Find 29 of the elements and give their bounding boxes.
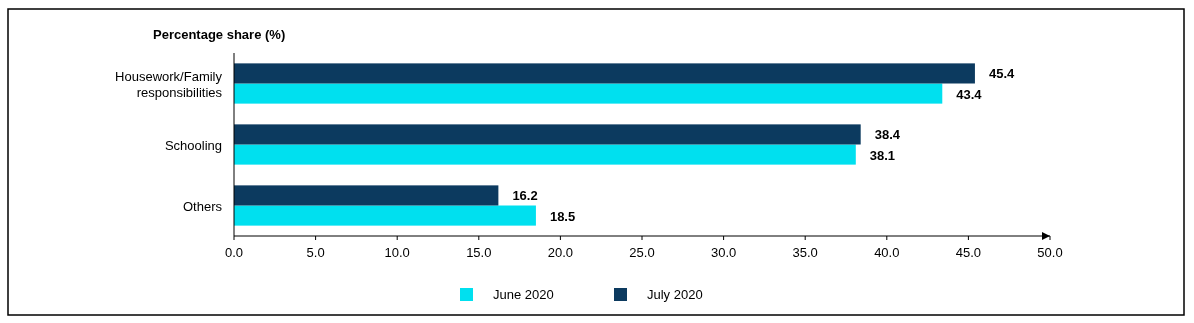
data-label: 43.4 xyxy=(956,86,983,102)
bar xyxy=(234,63,975,84)
x-tick-label: 50.0 xyxy=(1037,245,1063,260)
x-tick-label: 20.0 xyxy=(547,245,574,260)
data-label: 45.4 xyxy=(988,66,1015,82)
x-tick-label: 15.0 xyxy=(466,245,492,260)
x-tick-label: 5.0 xyxy=(306,245,325,260)
bar xyxy=(234,144,856,165)
bar xyxy=(234,205,536,226)
data-label: 16.2 xyxy=(512,188,538,204)
legend-label: July 2020 xyxy=(647,287,703,302)
bar xyxy=(234,124,861,145)
x-tick-label: 45.0 xyxy=(955,245,982,260)
data-label: 18.5 xyxy=(549,208,576,224)
y-tick-label: Others xyxy=(182,198,223,214)
x-axis-title: Percentage share (%) xyxy=(153,27,286,42)
x-tick-label: 35.0 xyxy=(792,245,818,260)
x-tick-label: 0.0 xyxy=(224,245,244,260)
x-tick-label: 10.0 xyxy=(384,245,410,260)
y-tick-label: Housework/Family responsibilities xyxy=(115,68,223,100)
bar xyxy=(234,83,943,104)
data-label: 38.4 xyxy=(874,127,901,143)
x-tick-label: 30.0 xyxy=(710,245,737,260)
x-tick-label: 25.0 xyxy=(629,245,655,260)
bar xyxy=(234,185,499,206)
data-label: 38.1 xyxy=(869,147,896,163)
y-tick-label: Schooling xyxy=(164,137,222,153)
legend-label: June 2020 xyxy=(493,287,554,302)
x-tick-label: 40.0 xyxy=(874,245,900,260)
